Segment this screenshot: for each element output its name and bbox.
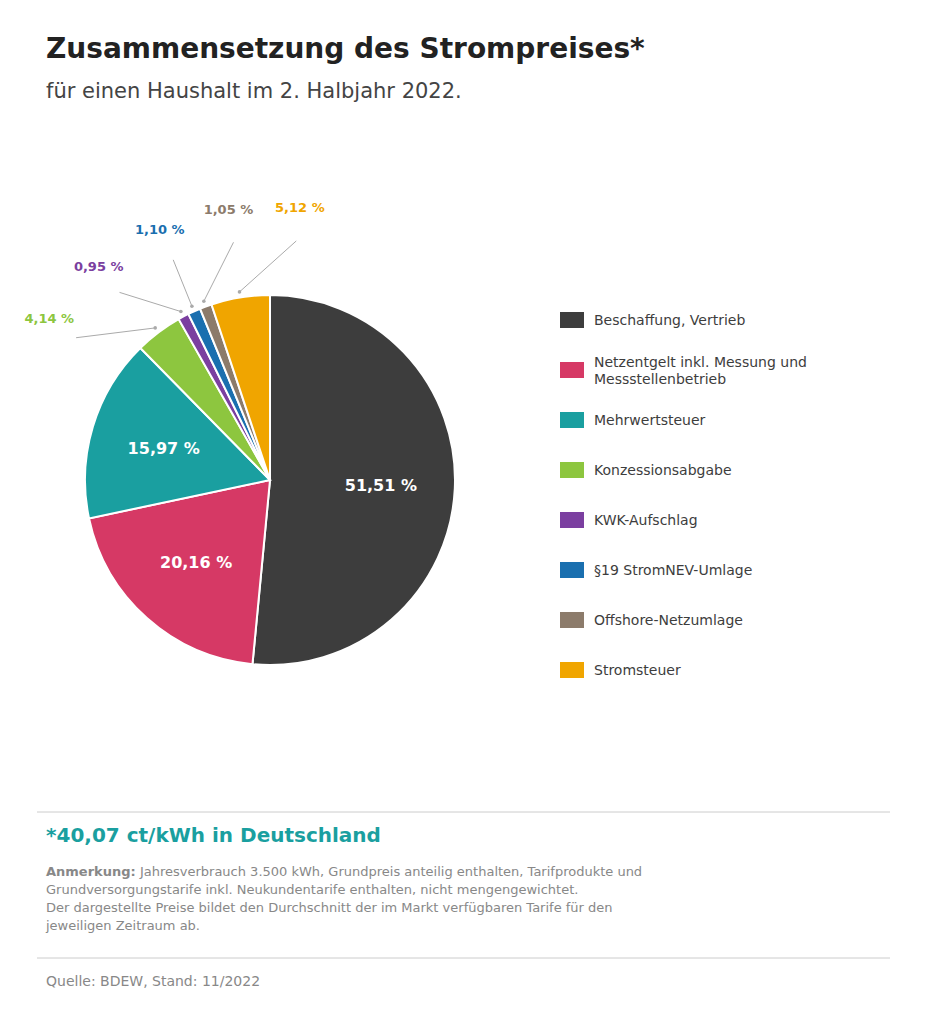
legend-label: Konzessionsabgabe [594,462,732,478]
data-label: 20,16 % [160,553,232,572]
legend-label: Netzentgelt inkl. Messung und Messstelle… [594,354,811,387]
legend-label: Mehrwertsteuer [594,412,706,428]
note: Jahresverbrauch 3.500 kWh, Grundpreis an… [136,864,642,879]
slice [252,295,455,665]
data-label: 0,95 % [74,259,124,274]
legend-item: Konzessionsabgabe [560,462,732,478]
note: jeweiligen Zeitraum ab. [45,918,200,933]
legend-item: Mehrwertsteuer [560,412,706,428]
legend: Beschaffung, Vertrieb Netzentgelt inkl. M… [560,312,811,678]
leader-dot [202,300,206,304]
legend-swatch [560,312,584,328]
legend-swatch [560,662,584,678]
legend-label: Beschaffung, Vertrieb [594,312,745,328]
leader-line [239,241,296,292]
legend-swatch [560,462,584,478]
wedges [85,295,455,665]
data-label: 5,12 % [275,200,325,215]
data-label: 1,05 % [204,202,254,217]
leader-line [204,242,234,301]
legend-label: §19 StromNEV-Umlage [594,562,752,578]
legend-label: KWK-Aufschlag [594,512,698,528]
data-label: 1,10 % [135,222,185,237]
legend-swatch [560,612,584,628]
pie: 51,51 % 20,16 % 15,97 % 4,14 % 0,95 % 1,10 % 1… [24,200,455,665]
legend-swatch [560,512,584,528]
legend-item: Beschaffung, Vertrieb [560,312,745,328]
legend-item: Netzentgelt inkl. Messung und Messstelle… [560,354,811,387]
source: Quelle: BDEW, Stand: 11/2022 [46,973,260,989]
note: Der dargestellte Preise bildet den Durch… [46,900,613,915]
legend-label: Stromsteuer [594,662,681,678]
leader-dot [153,326,157,330]
leader-dot [238,290,242,294]
legend-item: Offshore-Netzumlage [560,612,743,628]
subtitle: für einen Haushalt im 2. Halbjahr 2022. [46,79,462,103]
legend-label: Offshore-Netzumlage [594,612,743,628]
legend-swatch [560,362,584,378]
data-labels: 51,51 % 20,16 % 15,97 % 4,14 % 0,95 % 1,10 % 1… [24,200,417,572]
data-label: 51,51 % [345,476,417,495]
chart: Zusammensetzung des Strompreises* für ein… [0,0,927,1030]
separator [37,812,890,813]
legend-item: §19 StromNEV-Umlage [560,562,752,578]
footnote: *40,07 ct/kWh in Deutschland [46,823,381,847]
slice [212,295,270,480]
legend-item: KWK-Aufschlag [560,512,698,528]
leader-line [173,260,192,306]
data-label: 4,14 % [24,311,74,326]
leader-dot [190,304,194,308]
title: Zusammensetzung des Strompreises* [46,32,645,65]
leader-line [120,292,181,311]
legend-item: Stromsteuer [560,662,681,678]
note-label: Anmerkung: [46,864,136,879]
note: Grundversorgungstarife inkl. Neukundenta… [46,882,578,897]
separator [37,958,890,959]
leader-dot [179,310,183,314]
leader-line [76,328,155,338]
legend-swatch [560,562,584,578]
data-label: 15,97 % [128,438,200,457]
legend-swatch [560,412,584,428]
